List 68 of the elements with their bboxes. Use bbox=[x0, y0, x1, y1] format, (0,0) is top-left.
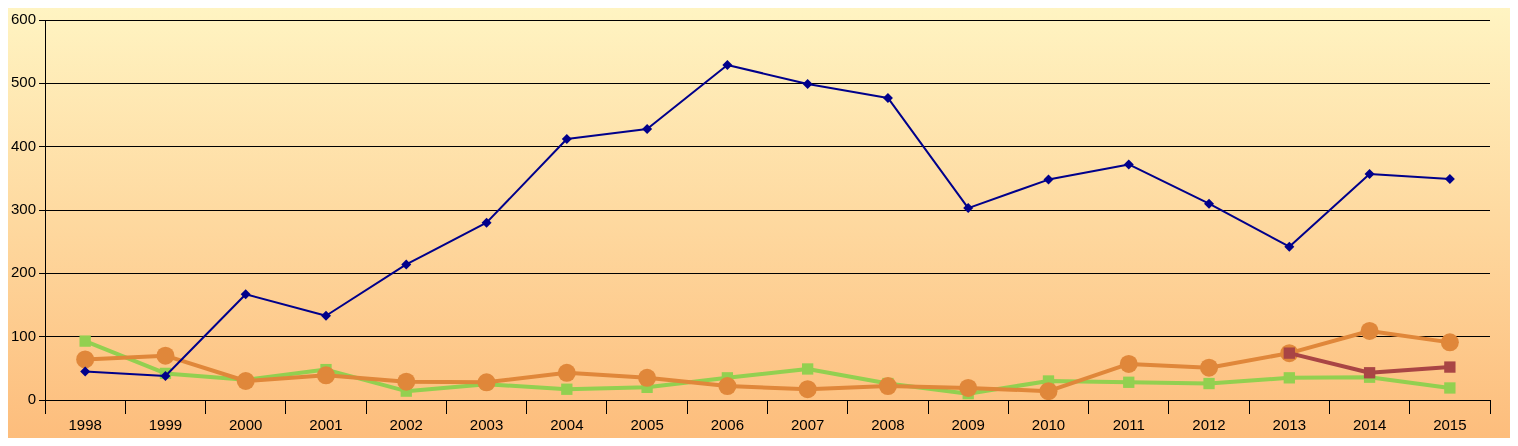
x-tick-label: 2002 bbox=[389, 416, 423, 434]
point bbox=[1039, 382, 1058, 400]
x-tick-label: 2011 bbox=[1112, 416, 1145, 434]
x-tick-label: 2015 bbox=[1433, 416, 1467, 434]
x-tick-label: 1999 bbox=[148, 416, 183, 434]
point bbox=[959, 378, 978, 397]
y-tick-label: 500 bbox=[11, 73, 37, 91]
point bbox=[1123, 376, 1135, 388]
point bbox=[882, 92, 893, 103]
point bbox=[1283, 372, 1295, 384]
y-tick-label: 600 bbox=[11, 10, 37, 28]
y-tick-label: 200 bbox=[11, 263, 37, 281]
point bbox=[481, 217, 492, 228]
point bbox=[561, 383, 573, 395]
x-tick-label: 2006 bbox=[710, 416, 745, 434]
point bbox=[401, 259, 412, 270]
point bbox=[1119, 354, 1138, 373]
x-tick-label: 2013 bbox=[1272, 416, 1306, 434]
point bbox=[1200, 358, 1219, 377]
point bbox=[1284, 241, 1295, 252]
point bbox=[1444, 173, 1455, 184]
point bbox=[1204, 198, 1215, 209]
point bbox=[1043, 174, 1054, 185]
point bbox=[76, 350, 95, 369]
point bbox=[397, 372, 416, 391]
point bbox=[80, 366, 91, 377]
x-tick-label: 2003 bbox=[469, 416, 504, 434]
point bbox=[722, 59, 733, 70]
point bbox=[802, 78, 813, 89]
x-tick-label: 2010 bbox=[1031, 416, 1066, 434]
point bbox=[1440, 333, 1459, 352]
point bbox=[963, 203, 974, 214]
y-tick-label: 300 bbox=[11, 200, 37, 218]
x-tick-label: 2000 bbox=[229, 416, 263, 434]
point bbox=[561, 134, 572, 145]
point bbox=[79, 335, 91, 347]
point bbox=[1363, 367, 1376, 379]
y-tick-label: 400 bbox=[11, 136, 37, 154]
point bbox=[1360, 321, 1379, 340]
point bbox=[642, 123, 653, 134]
point bbox=[316, 366, 335, 385]
x-tick-label: 2014 bbox=[1352, 416, 1387, 434]
x-tick-label: 2009 bbox=[951, 416, 985, 434]
point bbox=[1364, 168, 1375, 179]
point bbox=[1123, 159, 1134, 170]
point bbox=[557, 363, 576, 382]
point bbox=[802, 363, 814, 375]
x-tick-label: 2005 bbox=[630, 416, 664, 434]
point bbox=[1444, 382, 1456, 394]
point bbox=[638, 368, 657, 387]
point bbox=[320, 310, 331, 321]
point bbox=[477, 373, 496, 392]
point bbox=[240, 289, 251, 300]
x-tick-label: 2004 bbox=[550, 416, 584, 434]
x-tick-label: 2012 bbox=[1192, 416, 1226, 434]
point bbox=[878, 377, 897, 396]
y-tick-label: 0 bbox=[27, 390, 37, 408]
x-tick-label: 2007 bbox=[790, 416, 825, 434]
point bbox=[236, 372, 255, 390]
x-tick-label: 2008 bbox=[871, 416, 905, 434]
y-tick-label: 100 bbox=[11, 326, 37, 344]
x-tick-label: 2001 bbox=[309, 416, 343, 434]
point bbox=[1444, 361, 1456, 373]
point bbox=[798, 380, 817, 399]
x-tick-label: 1998 bbox=[68, 416, 102, 434]
point bbox=[718, 377, 737, 396]
point bbox=[156, 346, 175, 365]
point bbox=[1203, 377, 1215, 390]
